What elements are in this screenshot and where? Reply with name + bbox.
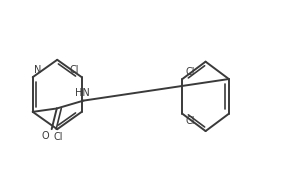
Text: HN: HN xyxy=(75,88,90,98)
Text: Cl: Cl xyxy=(185,67,195,77)
Text: Cl: Cl xyxy=(185,116,195,126)
Text: N: N xyxy=(34,65,41,75)
Text: O: O xyxy=(41,131,49,141)
Text: Cl: Cl xyxy=(54,132,63,142)
Text: Cl: Cl xyxy=(69,65,79,75)
